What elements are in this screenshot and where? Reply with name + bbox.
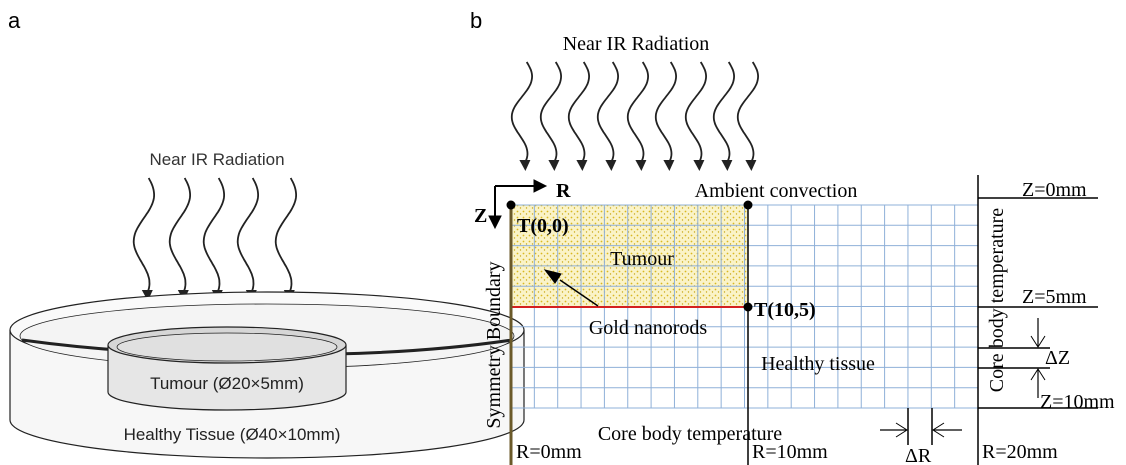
tumour-label: Tumour	[610, 248, 674, 270]
left-boundary-label: Symmetry Boundary	[483, 261, 505, 428]
wavy-arrow	[567, 61, 591, 163]
arrow-head	[519, 160, 531, 171]
z-label: Z=0mm	[1022, 179, 1087, 201]
panel-label: a	[8, 8, 21, 33]
radiation-label: Near IR Radiation	[149, 150, 284, 169]
arrow-head	[663, 160, 675, 171]
boundaries	[488, 175, 1098, 465]
healthy-label: Healthy Tissue (Ø40×10mm)	[124, 425, 341, 444]
radiation-arrows	[510, 61, 760, 171]
wavy-arrow	[202, 177, 226, 293]
arrow-head	[605, 160, 617, 171]
wavy-arrow	[274, 177, 298, 293]
arrow-head	[693, 160, 705, 171]
z-label: Z=5mm	[1022, 286, 1087, 308]
arrow-head	[576, 160, 588, 171]
wavy-arrow	[510, 61, 534, 163]
tumour-region	[511, 205, 748, 307]
delta-z-label: ΔZ	[1045, 347, 1070, 369]
wavy-arrow	[736, 61, 760, 163]
wavy-arrow	[236, 177, 260, 293]
node-label: T(10,5)	[754, 299, 816, 321]
tissue-cylinder	[9, 291, 525, 459]
axis-z-label: Z	[474, 205, 487, 227]
arrow-head	[548, 160, 560, 171]
r-label: R=0mm	[516, 441, 582, 463]
tumour-label: Tumour (Ø20×5mm)	[150, 374, 304, 393]
wavy-arrow	[539, 61, 563, 163]
wavy-arrow	[626, 61, 650, 163]
arrow-head	[721, 160, 733, 171]
radiation-arrows	[132, 177, 298, 301]
bottom-boundary-label: Core body temperature	[598, 423, 782, 445]
healthy-label: Healthy tissue	[761, 353, 875, 375]
top-boundary-label: Ambient convection	[695, 180, 858, 202]
wavy-arrow	[596, 61, 620, 163]
z-label: Z=10mm	[1040, 391, 1115, 413]
radiation-label: Near IR Radiation	[563, 33, 710, 55]
axis-r-label: R	[556, 180, 571, 202]
delta-r-label: ΔR	[905, 445, 932, 465]
arrow-head	[141, 290, 153, 301]
r-label: R=10mm	[752, 441, 828, 463]
wavy-arrow	[712, 61, 736, 163]
wavy-arrow	[132, 177, 156, 293]
arrow-head	[745, 160, 757, 171]
r-label: R=20mm	[982, 441, 1058, 463]
arrow-head	[635, 160, 647, 171]
nanorods-label: Gold nanorods	[589, 317, 708, 339]
node-label: T(0,0)	[517, 215, 569, 237]
wavy-arrow	[654, 61, 678, 163]
wavy-arrow	[684, 61, 708, 163]
panel-label: b	[470, 8, 482, 33]
right-boundary-label: Core body temperature	[986, 208, 1008, 392]
wavy-arrow	[168, 177, 192, 293]
